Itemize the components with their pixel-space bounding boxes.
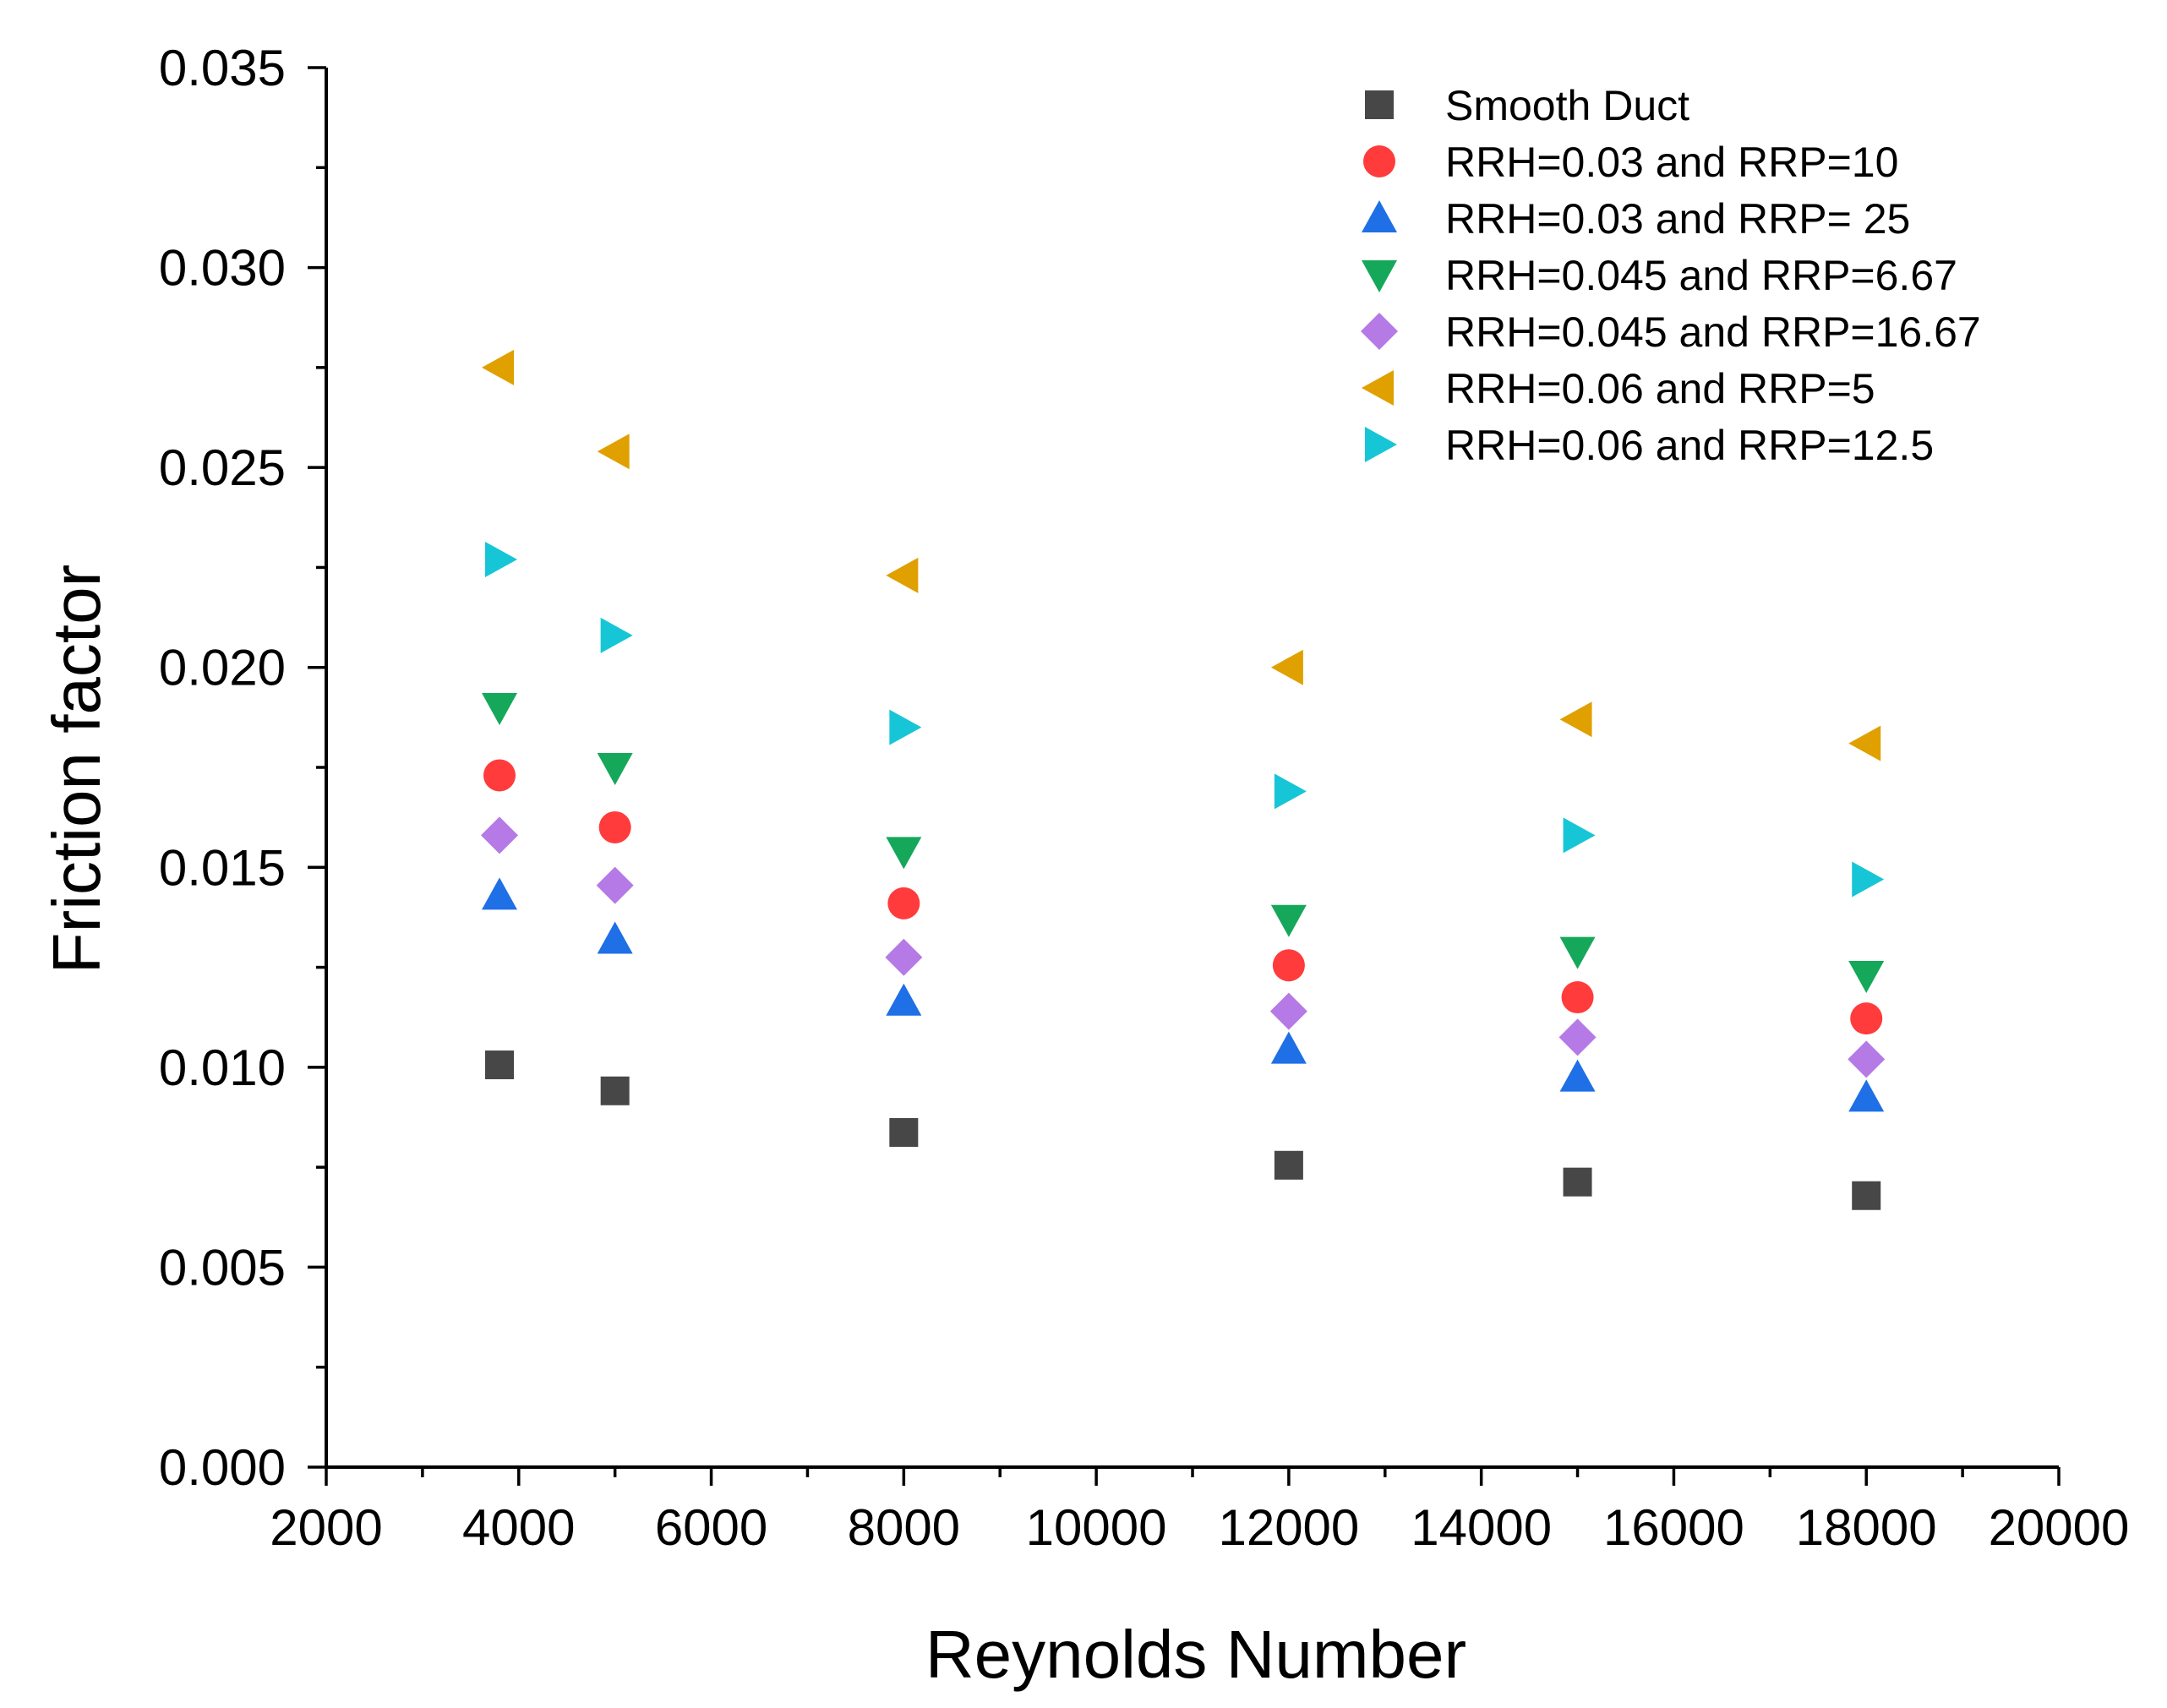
series-6-points — [485, 541, 1885, 898]
data-point — [1852, 861, 1885, 898]
y-tick-label: 0.005 — [159, 1239, 286, 1296]
y-axis-ticks: 0.000 0.005 0.010 0.015 0.020 0.025 0.030 0.035 — [159, 40, 326, 1496]
data-point — [600, 1076, 630, 1105]
data-point — [1563, 817, 1596, 854]
legend-entry-label: Smooth Duct — [1445, 82, 1689, 129]
data-point — [1559, 701, 1592, 738]
y-tick-label: 0.035 — [159, 40, 286, 96]
y-tick-label: 0.000 — [159, 1439, 286, 1496]
series-1-points — [483, 759, 1883, 1035]
data-point — [1559, 936, 1596, 969]
data-point — [1852, 1181, 1881, 1210]
series-3-points — [482, 693, 1885, 994]
data-point — [597, 753, 633, 785]
legend-marker — [1362, 370, 1394, 406]
data-point — [482, 349, 514, 385]
data-point — [1274, 773, 1307, 810]
data-point — [600, 617, 633, 653]
y-tick-label: 0.015 — [159, 839, 286, 896]
legend-marker — [1362, 200, 1397, 232]
x-tick-label: 10000 — [1026, 1499, 1167, 1556]
x-tick-label: 6000 — [655, 1499, 767, 1556]
data-point — [1270, 904, 1307, 937]
series-5-points — [482, 349, 1881, 761]
data-point — [1272, 949, 1305, 982]
y-tick-label: 0.020 — [159, 640, 286, 696]
x-tick-label: 2000 — [270, 1499, 382, 1556]
legend-entry-label: RRH=0.045 and RRP=16.67 — [1445, 308, 1981, 356]
data-point — [598, 810, 631, 843]
y-axis-title: Friction factor — [39, 565, 114, 974]
data-point — [1559, 1059, 1596, 1092]
data-point — [485, 541, 517, 577]
data-point — [1850, 1002, 1883, 1035]
data-point — [1563, 1167, 1592, 1197]
data-point — [1848, 961, 1885, 994]
data-point — [1270, 649, 1303, 685]
legend-entry-label: RRH=0.06 and RRP=5 — [1445, 365, 1875, 412]
legend: Smooth Duct RRH=0.03 and RRP=10 RRH=0.03 a… — [1361, 82, 1981, 469]
x-tick-label: 14000 — [1411, 1499, 1552, 1556]
y-tick-label: 0.025 — [159, 439, 286, 496]
x-tick-label: 18000 — [1796, 1499, 1937, 1556]
x-tick-label: 12000 — [1218, 1499, 1359, 1556]
data-point — [1561, 981, 1594, 1014]
data-point — [889, 1117, 919, 1147]
data-point — [1848, 1040, 1886, 1078]
legend-entry-label: RRH=0.03 and RRP= 25 — [1445, 195, 1910, 243]
data-point — [1558, 1018, 1597, 1056]
data-point — [597, 921, 633, 954]
data-point — [1269, 992, 1307, 1030]
data-point — [485, 1050, 514, 1080]
legend-marker — [1365, 427, 1397, 462]
data-point — [886, 983, 922, 1016]
data-markers — [481, 349, 1886, 1210]
legend-entry-label: RRH=0.045 and RRP=6.67 — [1445, 252, 1957, 299]
data-point — [1274, 1150, 1303, 1180]
data-point — [483, 759, 516, 792]
legend-marker — [1363, 145, 1395, 177]
y-tick-label: 0.030 — [159, 240, 286, 297]
data-point — [1270, 1031, 1307, 1064]
data-point — [482, 693, 517, 726]
data-point — [889, 709, 922, 745]
data-point — [887, 887, 920, 919]
x-tick-label: 16000 — [1603, 1499, 1744, 1556]
legend-entry-label: RRH=0.03 and RRP=10 — [1445, 139, 1898, 186]
data-point — [886, 557, 919, 593]
data-point — [481, 816, 518, 854]
series-4-points — [481, 816, 1886, 1078]
legend-marker — [1362, 260, 1397, 292]
data-point — [1848, 1079, 1885, 1112]
data-point — [886, 837, 922, 870]
x-tick-label: 8000 — [848, 1499, 960, 1556]
x-axis-ticks: 2000 4000 6000 8000 10000 12000 14000 16000 1800… — [270, 1467, 2129, 1556]
data-point — [1848, 725, 1881, 761]
data-point — [596, 866, 634, 904]
data-point — [482, 877, 517, 910]
legend-marker — [1365, 90, 1394, 119]
legend-entry-label: RRH=0.06 and RRP=12.5 — [1445, 422, 1934, 469]
x-tick-label: 20000 — [1989, 1499, 2130, 1556]
data-point — [885, 938, 923, 976]
x-axis-title: Reynolds Number — [925, 1617, 1466, 1692]
series-0-points — [485, 1050, 1881, 1210]
y-tick-label: 0.010 — [159, 1040, 286, 1096]
data-point — [597, 434, 630, 470]
x-tick-label: 4000 — [462, 1499, 575, 1556]
legend-marker — [1361, 313, 1398, 350]
series-2-points — [482, 877, 1885, 1112]
